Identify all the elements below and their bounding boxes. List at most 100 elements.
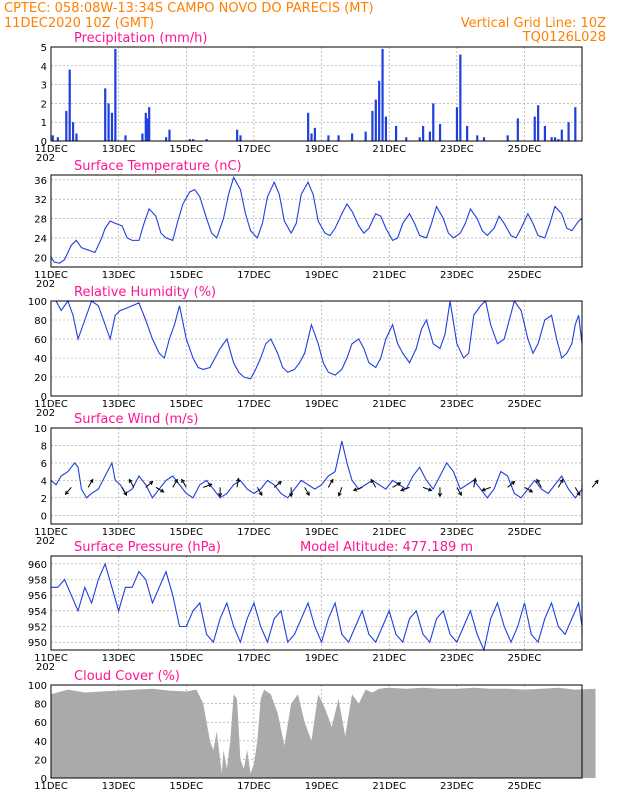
ytick-precip: 2 [41, 99, 47, 110]
wind-arrow-shaft [172, 479, 178, 488]
precip-bar [405, 137, 408, 141]
wind-arrow-head [337, 492, 342, 497]
panels: 0 1 2 3 4 5 Precipitation (mm/h) 11DEC 13DEC 15DE… [28, 31, 599, 792]
panel-precip: 0 1 2 3 4 5 Precipitation (mm/h) 11DEC 13DEC 15DE… [34, 31, 583, 164]
ytick-wind: 4 [41, 476, 47, 487]
precip-bar [506, 135, 509, 141]
precip-bar [51, 135, 54, 141]
precip-bar [466, 125, 469, 141]
ytick-wind: 0 [41, 511, 47, 522]
precip-bar [205, 139, 208, 141]
wind-arrow-shaft [121, 487, 127, 496]
xtick-pressure: 11DEC [34, 653, 68, 664]
frame-cloud [50, 684, 583, 779]
precip-bar [550, 137, 553, 141]
title-temperature: Surface Temperature (nC) [74, 159, 242, 174]
wind-arrow-head [594, 479, 599, 484]
ytick-pressure: 960 [28, 560, 47, 571]
ytick-pressure: 956 [28, 591, 47, 602]
xtick-cloud: 25DEC [508, 781, 542, 792]
precip-bar [65, 110, 68, 141]
wind-arrow [422, 486, 433, 492]
ytick-precip: 1 [41, 118, 47, 129]
xtick-precip: 15DEC [169, 144, 203, 155]
ytick-cloud: 40 [34, 737, 47, 748]
precip-bar [371, 110, 374, 141]
precip-bar [455, 107, 459, 141]
xtick-temperature: 17DEC [237, 270, 271, 281]
wind-arrow [64, 487, 72, 496]
title-wind: Surface Wind (m/s) [74, 412, 198, 427]
precip-bar [148, 107, 151, 141]
wind-arrow-head [510, 480, 516, 486]
wind-arrow [481, 486, 491, 492]
xtick-precip: 17DEC [237, 144, 271, 155]
wind-arrow-head [128, 478, 133, 484]
ytick-pressure: 950 [28, 638, 47, 649]
wind-arrow [121, 487, 128, 497]
precip-bar [364, 131, 367, 141]
wind-arrow-head [64, 490, 69, 496]
wind-arrow-shaft [482, 486, 491, 491]
wind-arrow-head [258, 491, 263, 497]
wind-arrow [370, 478, 377, 488]
ytick-cloud: 0 [41, 774, 47, 785]
wind-arrow [472, 477, 477, 488]
precip-bar [418, 137, 421, 141]
wind-arrow-shaft [304, 487, 310, 496]
precip-bar [75, 133, 78, 141]
xtick-humidity: 19DEC [305, 399, 339, 410]
frame-wind [50, 427, 583, 525]
precip-bar [482, 137, 486, 141]
xtick-precip: 25DEC [508, 144, 542, 155]
ytick-humidity: 60 [34, 335, 47, 346]
ytick-temperature: 36 [34, 176, 47, 187]
xtick-humidity: 13DEC [102, 399, 136, 410]
frame-precip [50, 46, 583, 142]
wind-arrow-head [370, 478, 375, 484]
ytick-cloud: 100 [28, 681, 47, 692]
frame-pressure [50, 555, 583, 651]
wind-arrow-head [123, 491, 128, 497]
header: CPTEC: 058:08W-13:34S CAMPO NOVO DO PARE… [4, 1, 606, 45]
precip-bar [476, 135, 479, 141]
wind-line [50, 440, 583, 499]
precip-bar [144, 112, 147, 141]
precip-bar [107, 103, 110, 141]
precip-bar [192, 139, 195, 141]
ytick-temperature: 24 [34, 234, 47, 245]
xtick-pressure: 25DEC [508, 653, 542, 664]
xtick-wind: 15DEC [169, 527, 203, 538]
wind-arrow-head [396, 482, 402, 487]
ytick-wind: 2 [41, 494, 47, 505]
wind-arrow-shaft [181, 479, 187, 488]
wind-arrow [289, 487, 294, 498]
ytick-temperature: 20 [34, 253, 47, 264]
precip-bar [374, 99, 377, 141]
precip-bar [378, 80, 381, 141]
precip-bar [188, 139, 191, 141]
ytick-wind: 10 [34, 424, 47, 435]
wind-arrow [507, 480, 516, 488]
wind-arrow-head [472, 477, 477, 482]
ytick-precip: 4 [41, 62, 47, 73]
wind-arrow-shaft [338, 487, 343, 496]
wind-arrow-shaft [400, 486, 410, 491]
frame-humidity [50, 300, 583, 397]
wind-arrow [400, 486, 410, 492]
wind-arrow [337, 487, 343, 497]
precip-bar [327, 135, 330, 141]
precip-bar [533, 116, 536, 141]
ytick-humidity: 40 [34, 354, 47, 365]
xtick-wind: 19DEC [305, 527, 339, 538]
title-humidity: Relative Humidity (%) [74, 285, 216, 300]
wind-arrow-shaft [65, 487, 72, 495]
header-station: CPTEC: 058:08W-13:34S CAMPO NOVO DO PARE… [4, 1, 374, 16]
wind-arrow-head [305, 491, 310, 497]
wind-arrow-shaft [574, 487, 581, 496]
xtick-temperature: 11DEC [34, 270, 68, 281]
wind-arrow-shaft [87, 479, 94, 488]
panel-pressure: 950 952 954 956 958 960 Surface Pressure (hPa)… [28, 540, 583, 673]
wind-arrow [456, 487, 462, 497]
